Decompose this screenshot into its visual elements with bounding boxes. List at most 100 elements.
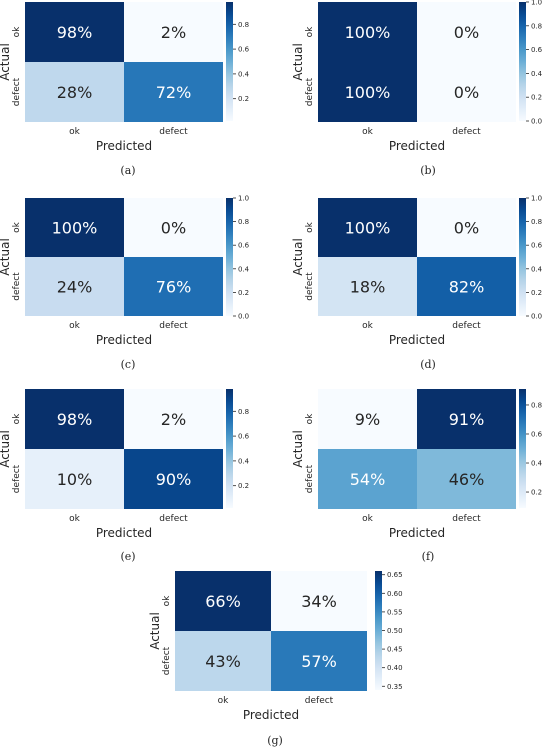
heatmap-cell-defect-ok [318,257,417,316]
colorbar-tick-label: 0.2 [531,94,542,102]
colorbar-tick-label: 1.0 [531,0,542,7]
colorbar-tick-label: 0.6 [238,46,250,54]
colorbar-tick-label: 0.60 [387,590,403,598]
y-axis-title: Actual [0,430,12,468]
panel-c: 100% 0% 24% 76% ok defect ok defect Predicted Act… [0,195,250,348]
panel-caption: (d) [420,358,436,371]
x-tick-label-ok: ok [69,127,81,137]
x-tick-label-ok: ok [218,696,230,706]
heatmap-cell-defect-defect [417,257,516,316]
cell-label-defect-ok: 24% [57,278,93,297]
x-tick-label-defect: defect [159,321,188,331]
y-tick-label-defect: defect [162,646,172,675]
heatmap-cell-defect-defect [271,631,367,691]
heatmap-cell-ok-ok [175,571,271,631]
colorbar-tick-label: 0.8 [238,21,249,29]
heatmap-cell-defect-ok [318,449,417,509]
cell-label-ok-defect: 2% [161,410,186,429]
heatmap-cell-defect-ok [175,631,271,691]
y-axis-title: Actual [291,238,305,276]
heatmap-cell-ok-ok [25,2,124,62]
colorbar-tick-label: 0.2 [531,489,542,497]
colorbar [519,389,526,508]
cell-label-defect-defect: 76% [156,278,192,297]
x-axis-title: Predicted [389,139,445,153]
x-tick-label-ok: ok [69,321,81,331]
y-tick-label-defect: defect [12,272,22,301]
panel-g: 66% 34% 43% 57% ok defect ok defect Predicted Act… [148,571,403,722]
cell-label-defect-defect: 46% [449,470,485,489]
colorbar-tick-label: 0.0 [238,313,249,321]
y-tick-label-ok: ok [12,26,22,38]
colorbar [375,571,382,690]
y-tick-label-ok: ok [305,221,315,233]
heatmap-cell-defect-defect [124,257,223,316]
x-axis-title: Predicted [96,333,152,347]
colorbar-tick-label: 0.2 [238,95,249,103]
heatmap-cell-ok-ok [25,198,124,257]
colorbar-tick-label: 0.6 [531,46,543,54]
colorbar-tick-label: 0.6 [531,242,543,250]
heatmap-cell-ok-defect [271,571,367,631]
heatmap-cell-ok-defect [417,198,516,257]
heatmap-cell-defect-ok [318,62,417,122]
cell-label-ok-defect: 34% [301,592,337,611]
colorbar-tick-label: 0.4 [531,70,543,78]
x-axis-title: Predicted [389,333,445,347]
heatmap-cell-defect-ok [25,257,124,316]
colorbar-tick-label: 0.2 [531,289,542,297]
colorbar-tick-label: 0.0 [531,313,542,321]
cell-label-ok-defect: 91% [449,410,485,429]
cell-label-ok-defect: 0% [161,219,186,238]
y-tick-label-defect: defect [305,464,315,493]
colorbar-tick-label: 0.2 [238,482,249,490]
panel-a: 98% 2% 28% 72% ok defect ok defect Predicted Actu… [0,2,250,153]
y-axis-title: Actual [0,238,12,276]
x-tick-label-defect: defect [159,514,188,524]
colorbar-tick-label: 0.0 [531,118,542,126]
y-tick-label-ok: ok [162,595,172,607]
panel-e: 98% 2% 10% 90% ok defect ok defect Predicted Actu… [0,389,250,540]
y-tick-label-ok: ok [305,413,315,425]
colorbar-tick-label: 1.0 [238,195,249,203]
cell-label-defect-ok: 43% [205,652,241,671]
cell-label-ok-ok: 100% [345,219,391,238]
x-tick-label-defect: defect [452,127,481,137]
cell-label-defect-ok: 18% [350,278,386,297]
cell-label-ok-ok: 9% [355,410,380,429]
colorbar-tick-label: 1.0 [531,195,542,203]
cell-label-defect-defect: 0% [454,83,479,102]
heatmap-cell-ok-defect [124,2,223,62]
x-tick-label-ok: ok [362,514,374,524]
panel-f: 9% 91% 54% 46% ok defect ok defect Predicted Actu… [291,389,543,540]
cell-label-ok-ok: 98% [57,23,93,42]
x-tick-label-defect: defect [159,127,188,137]
colorbar-tick-label: 0.4 [238,70,250,78]
y-axis-title: Actual [148,612,162,650]
heatmap-cell-ok-ok [25,389,124,449]
cell-label-ok-defect: 2% [161,23,186,42]
cell-label-ok-ok: 100% [345,23,391,42]
y-tick-label-defect: defect [305,77,315,106]
panel-caption: (g) [267,734,283,747]
cell-label-defect-defect: 82% [449,278,485,297]
cell-label-defect-ok: 54% [350,470,386,489]
x-axis-title: Predicted [389,526,445,540]
colorbar-tick-label: 0.4 [238,457,250,465]
x-tick-label-defect: defect [452,514,481,524]
heatmap-cell-ok-defect [124,389,223,449]
colorbar-tick-label: 0.8 [531,22,542,30]
heatmap-cell-defect-defect [417,62,516,122]
y-tick-label-ok: ok [12,221,22,233]
cell-label-defect-ok: 10% [57,470,93,489]
y-axis-title: Actual [0,43,12,81]
panel-caption: (f) [421,550,435,563]
colorbar [226,2,233,121]
panel-caption: (b) [420,164,436,177]
y-tick-label-ok: ok [12,413,22,425]
x-tick-label-ok: ok [362,321,374,331]
colorbar-tick-label: 0.6 [238,242,250,250]
heatmap-cell-ok-ok [318,389,417,449]
cell-label-ok-defect: 0% [454,23,479,42]
